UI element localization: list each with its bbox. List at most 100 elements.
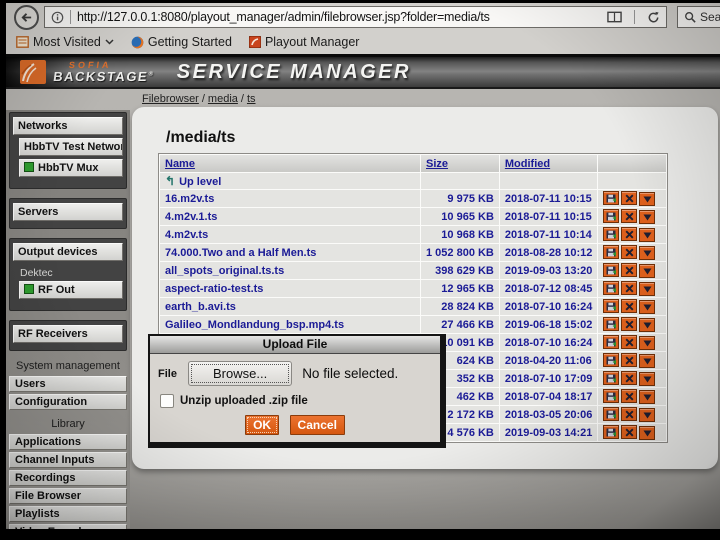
file-link[interactable]: earth_b.avi.ts	[165, 300, 236, 313]
delete-icon[interactable]	[621, 407, 638, 421]
search-box[interactable]: Search	[677, 6, 720, 28]
sidebar-item-video-encoder[interactable]: Video Encoder	[9, 524, 127, 529]
reload-icon[interactable]	[647, 11, 660, 24]
sidebar-group-servers: Servers	[9, 198, 127, 229]
download-icon[interactable]	[639, 390, 656, 404]
download-icon[interactable]	[639, 246, 656, 260]
bookmark-playout-manager[interactable]: Playout Manager	[248, 35, 359, 49]
delete-icon[interactable]	[621, 209, 638, 223]
cancel-button[interactable]: Cancel	[289, 415, 345, 435]
sidebar-item-applications[interactable]: Applications	[9, 434, 127, 450]
table-row: Galileo_Mondlandung_bsp.mp4.ts 27 466 KB 2…	[160, 316, 667, 333]
delete-icon[interactable]	[621, 317, 638, 331]
browse-button[interactable]: Browse...	[188, 361, 293, 386]
file-link[interactable]: Galileo_Mondlandung_bsp.mp4.ts	[165, 318, 345, 331]
breadcrumb-link-media[interactable]: media	[207, 93, 238, 105]
column-header-size[interactable]: Size	[421, 155, 499, 172]
sidebar-item-configuration[interactable]: Configuration	[9, 394, 127, 410]
download-icon[interactable]	[639, 408, 656, 422]
file-link[interactable]: all_spots_original.ts.ts	[165, 264, 285, 277]
save-icon[interactable]	[603, 317, 620, 331]
download-icon[interactable]	[639, 264, 656, 278]
delete-icon[interactable]	[621, 353, 638, 367]
delete-icon[interactable]	[621, 245, 638, 259]
delete-icon[interactable]	[621, 281, 638, 295]
download-icon[interactable]	[639, 192, 656, 206]
save-icon[interactable]	[603, 389, 620, 403]
status-led-icon	[24, 162, 34, 172]
download-icon[interactable]	[639, 426, 656, 440]
save-icon[interactable]	[603, 299, 620, 313]
download-icon[interactable]	[639, 228, 656, 242]
sort-link[interactable]: Modified	[504, 157, 551, 170]
bookmark-most-visited[interactable]: Most Visited	[16, 35, 114, 49]
sort-link[interactable]: Name	[165, 157, 195, 170]
save-icon[interactable]	[603, 209, 620, 223]
sidebar-item-output-devices[interactable]: Output devices	[13, 243, 123, 261]
download-icon[interactable]	[639, 300, 656, 314]
file-link[interactable]: aspect-ratio-test.ts	[165, 282, 264, 295]
sidebar-item-hbbtv-mux[interactable]: HbbTV Mux	[19, 159, 123, 177]
download-icon[interactable]	[639, 282, 656, 296]
save-icon[interactable]	[603, 263, 620, 277]
save-icon[interactable]	[603, 281, 620, 295]
sidebar-item-channel-inputs[interactable]: Channel Inputs	[9, 452, 127, 468]
column-header-name[interactable]: Name	[160, 155, 420, 172]
delete-icon[interactable]	[621, 389, 638, 403]
delete-icon[interactable]	[621, 371, 638, 385]
empty-cell	[421, 173, 499, 189]
file-size-cell: 28 824 KB	[421, 298, 499, 315]
save-icon[interactable]	[603, 371, 620, 385]
sidebar-item-rf-out[interactable]: RF Out	[19, 281, 123, 299]
status-led-icon	[24, 284, 34, 294]
search-icon	[684, 11, 696, 23]
sidebar-item-servers[interactable]: Servers	[13, 203, 123, 221]
sidebar-item-hbbtv-test-network[interactable]: HbbTV Test Network	[19, 138, 123, 156]
delete-icon[interactable]	[621, 227, 638, 241]
back-button[interactable]	[14, 4, 39, 30]
column-header-modified[interactable]: Modified	[499, 155, 598, 172]
breadcrumb-link-ts[interactable]: ts	[246, 93, 256, 105]
bookmark-getting-started[interactable]: Getting Started	[131, 35, 232, 49]
file-modified-cell: 2018-07-10 16:24	[499, 298, 598, 315]
file-actions-cell	[598, 226, 667, 243]
save-icon[interactable]	[603, 335, 620, 349]
sidebar-item-rf-receivers[interactable]: RF Receivers	[13, 325, 123, 343]
save-icon[interactable]	[603, 425, 620, 439]
sidebar-item-users[interactable]: Users	[9, 376, 127, 392]
delete-icon[interactable]	[621, 299, 638, 313]
download-icon[interactable]	[639, 354, 656, 368]
save-icon[interactable]	[603, 407, 620, 421]
file-link[interactable]: 74.000.Two and a Half Men.ts	[165, 246, 317, 259]
save-icon[interactable]	[603, 227, 620, 241]
file-link[interactable]: 4.m2v.ts	[165, 228, 209, 241]
delete-icon[interactable]	[621, 263, 638, 277]
up-level-link[interactable]: Up level	[179, 176, 222, 188]
sort-link[interactable]: Size	[426, 157, 449, 170]
download-icon[interactable]	[639, 336, 656, 350]
url-bar[interactable]: http://127.0.0.1:8080/playout_manager/ad…	[44, 6, 667, 28]
delete-icon[interactable]	[621, 425, 638, 439]
file-modified-cell: 2018-03-05 20:06	[499, 406, 598, 423]
delete-icon[interactable]	[621, 191, 638, 205]
ok-button[interactable]: OK	[245, 415, 280, 435]
unzip-checkbox[interactable]	[160, 394, 174, 408]
download-icon[interactable]	[639, 372, 656, 386]
delete-icon[interactable]	[621, 335, 638, 349]
up-level-cell[interactable]: ↰ Up level	[160, 173, 420, 189]
download-icon[interactable]	[639, 318, 656, 332]
file-actions-cell	[598, 208, 667, 225]
save-icon[interactable]	[603, 245, 620, 259]
reader-mode-icon[interactable]	[607, 11, 622, 23]
breadcrumb-link-filebrowser[interactable]: Filebrowser	[142, 93, 199, 105]
sidebar-item-recordings[interactable]: Recordings	[9, 470, 127, 486]
save-icon[interactable]	[603, 191, 620, 205]
file-name-cell: Galileo_Mondlandung_bsp.mp4.ts	[160, 316, 420, 333]
sidebar-item-playlists[interactable]: Playlists	[9, 506, 127, 522]
sidebar-item-file-browser[interactable]: File Browser	[9, 488, 127, 504]
file-link[interactable]: 16.m2v.ts	[165, 192, 215, 205]
file-link[interactable]: 4.m2v.1.ts	[165, 210, 218, 223]
save-icon[interactable]	[603, 353, 620, 367]
download-icon[interactable]	[639, 210, 656, 224]
sidebar-item-networks[interactable]: Networks	[13, 117, 123, 135]
